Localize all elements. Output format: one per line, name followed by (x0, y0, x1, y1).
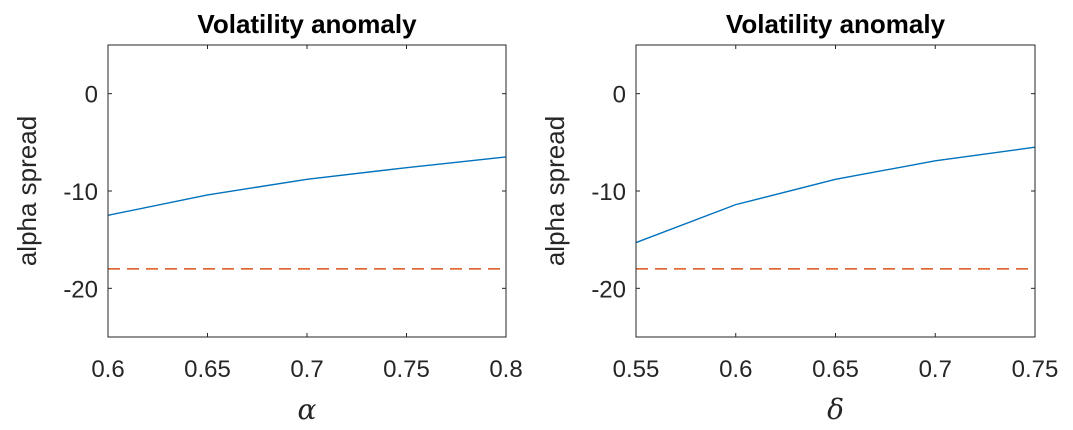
x-tick-label: 0.8 (489, 356, 522, 383)
chart-panel-1: 0.6 0.65 0.7 0.75 0.8 0 -10 -20 Volatility anoma… (12, 9, 523, 426)
x-tick-label: 0.75 (383, 356, 430, 383)
y-tick-label: 0 (85, 82, 98, 109)
x-tick-label: 0.75 (1012, 356, 1059, 383)
x-tick-label: 0.7 (919, 356, 952, 383)
y-tick-label: -10 (591, 179, 626, 206)
series-line-1 (108, 157, 506, 215)
axes-box-1 (108, 45, 506, 337)
x-tick-label: 0.7 (290, 356, 323, 383)
x-tick-label: 0.6 (719, 356, 752, 383)
y-tick-label: -10 (63, 179, 98, 206)
chart-title: Volatility anomaly (726, 9, 946, 39)
x-tick-label: 0.6 (91, 356, 124, 383)
x-axis-label: δ (827, 393, 844, 426)
x-tick-label: 0.65 (812, 356, 859, 383)
x-axis-label: α (298, 393, 317, 426)
y-tick-label: 0 (613, 82, 626, 109)
y-tick-label: -20 (63, 276, 98, 303)
x-tick-label: 0.55 (613, 356, 660, 383)
chart-panel-2: 0.55 0.6 0.65 0.7 0.75 0 -10 -20 Volatility anom… (540, 9, 1058, 426)
y-tick-label: -20 (591, 276, 626, 303)
y-axis-label: alpha spread (540, 116, 570, 266)
series-line-2 (636, 147, 1035, 242)
chart-title: Volatility anomaly (197, 9, 417, 39)
y-axis-label: alpha spread (12, 116, 42, 266)
x-tick-label: 0.65 (184, 356, 231, 383)
axes-box-2 (636, 45, 1035, 337)
